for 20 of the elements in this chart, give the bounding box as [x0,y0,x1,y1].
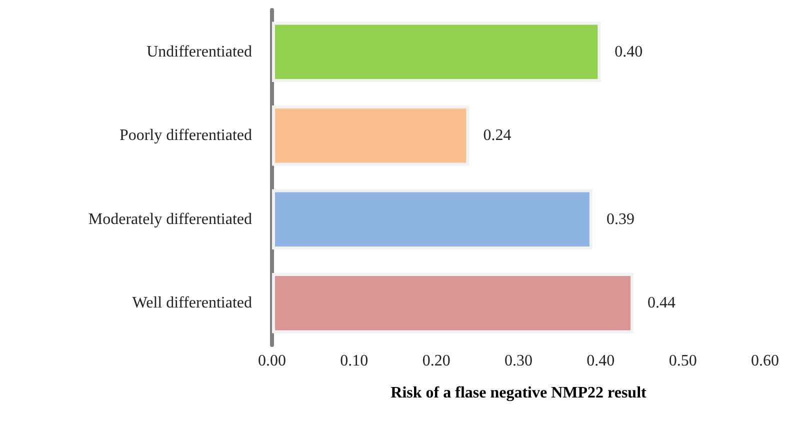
x-tick-label: 0.20 [422,352,450,370]
data-label: 0.39 [606,210,634,228]
data-label: 0.24 [483,127,512,144]
y-tick-label: Well differentiated [132,294,252,312]
x-tick-label: 0.50 [668,352,697,370]
x-tick-label: 0.00 [258,352,286,370]
y-tick-label: Poorly differentiated [119,127,252,144]
bar [272,105,470,166]
x-tick-label: 0.60 [751,352,779,370]
x-axis-title: Risk of a flase negative NMP22 result [390,384,648,402]
x-tick-label: 0.10 [340,352,368,370]
y-tick-label: Undifferentiated [146,43,252,60]
bar [272,22,601,82]
y-tick-label: Moderately differentiated [88,210,252,228]
data-label: 0.40 [614,43,643,60]
data-label: 0.44 [648,294,676,312]
x-tick-label: 0.40 [586,352,615,370]
x-tick-label: 0.30 [504,352,532,370]
bar [272,189,592,250]
bar [272,272,634,334]
